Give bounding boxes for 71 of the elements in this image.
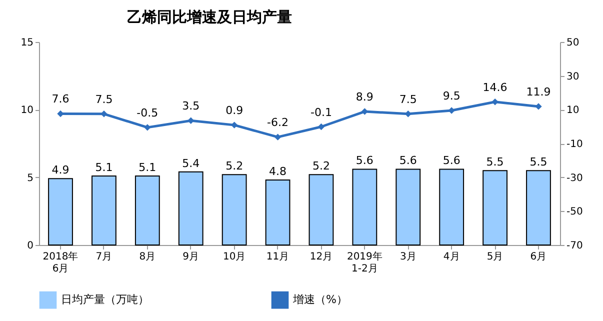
data-label: -0.5 [136,106,158,120]
data-label: 8.9 [356,90,374,104]
bar [178,171,204,246]
y-tick-label: 5 [27,172,34,184]
data-label: 5.1 [138,160,156,174]
data-label: 5.6 [399,154,417,168]
x-tick-label: 4月 [443,252,460,262]
data-label: 9.5 [442,90,460,103]
bar [48,178,73,246]
y2-tick-label: 50 [566,38,580,48]
data-label: 4.8 [269,165,287,178]
bar [396,168,421,246]
y-tick-label: 10 [20,105,34,116]
data-label: -6.2 [267,116,289,130]
data-label: 4.9 [52,164,70,177]
x-tick-label: 6月 [530,252,547,262]
data-label: 5.6 [442,154,460,168]
bar [439,168,464,246]
data-label: 0.9 [226,104,244,118]
x-tick-label: 3月 [400,252,416,262]
point [144,124,151,131]
chart-title: 乙烯同比增速及日均产量 [127,8,292,26]
point [188,117,194,124]
bar [222,174,247,246]
legend-label: 增速（%） [292,293,348,306]
bar [134,175,160,246]
data-label: 5.2 [312,160,330,173]
y2-tick-label: -30 [566,172,583,184]
data-label: 5.6 [356,154,374,168]
bar [308,174,334,246]
point [318,123,325,130]
data-label: 14.6 [482,80,508,94]
point [535,103,542,110]
y2-tick-label: 30 [566,71,580,82]
x-tick-label: 8月 [139,252,156,262]
x-tick-label: 10月 [222,252,246,262]
y-tick-label: 0 [27,240,34,252]
bar [265,180,290,246]
x-tick-label: 12月 [310,252,333,262]
bar [482,170,508,246]
x-tick-label: 9月 [182,252,200,262]
data-label: 7.5 [399,92,417,106]
x-tick-label: 5月 [486,252,504,262]
y2-tick-label: -50 [566,206,583,218]
data-label: 5.5 [530,156,548,169]
point [274,134,282,140]
data-label: 3.5 [182,100,200,113]
y2-tick-label: 10 [566,105,580,116]
y2-tick-label: -10 [566,139,583,150]
x-tick-label: 7月 [96,252,112,262]
data-label: 7.6 [52,92,70,106]
data-label: 5.1 [95,160,113,174]
data-label: 5.5 [486,156,504,169]
point [57,110,64,118]
bar [526,170,551,246]
bar [352,168,378,246]
legend-label: 日均产量（万吨） [61,293,149,306]
data-label: 5.4 [182,156,200,170]
data-label: -0.1 [310,106,332,119]
point [100,110,108,118]
point [492,98,498,106]
bar [92,175,116,246]
y-tick-label: 15 [20,38,34,48]
x-tick-label: 11月 [266,252,290,262]
data-label: 5.2 [226,160,244,173]
x-tick-label: 2018年 6月 [42,250,78,274]
point [448,107,455,114]
x-tick-label: 2019年 1-2月 [346,250,382,274]
data-label: 7.5 [95,92,113,106]
y2-tick-label: -70 [566,240,583,252]
data-label: 11.9 [526,85,551,98]
